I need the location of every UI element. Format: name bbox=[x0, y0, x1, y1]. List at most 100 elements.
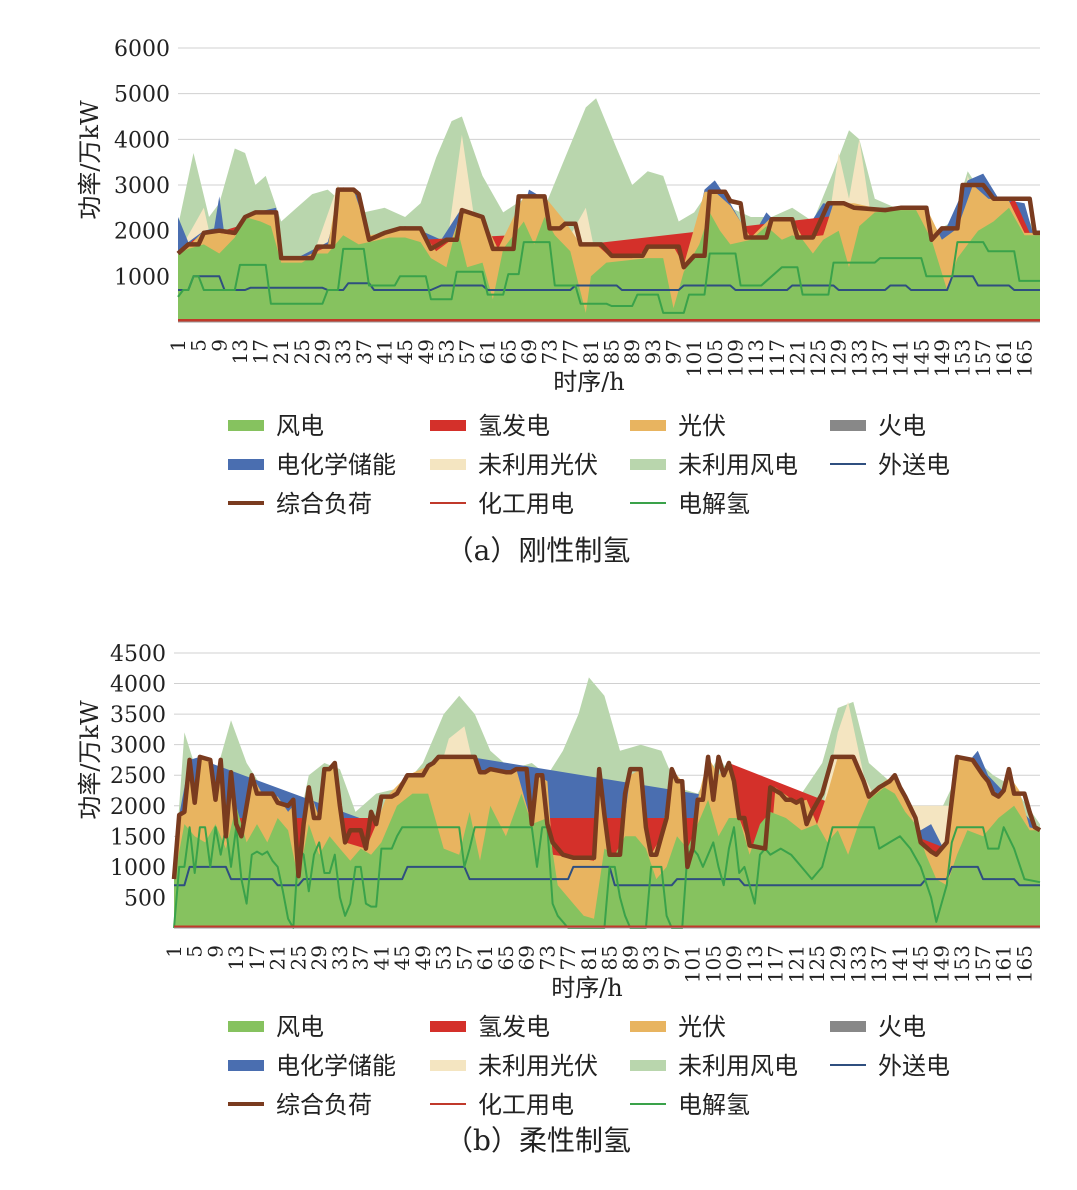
legend-item: 综合负荷 bbox=[228, 490, 372, 518]
x-tick-label: 61 bbox=[473, 945, 497, 970]
y-axis-title: 功率/万kW bbox=[76, 100, 104, 220]
legend-label: 外送电 bbox=[878, 1052, 950, 1080]
legend-item: 风电 bbox=[228, 1013, 324, 1041]
legend-swatch bbox=[228, 420, 264, 431]
legend-swatch bbox=[630, 459, 666, 470]
legend-item: 综合负荷 bbox=[228, 1091, 372, 1119]
x-tick-label: 65 bbox=[496, 339, 520, 364]
x-tick-label: 53 bbox=[432, 945, 456, 970]
legend-item: 风电 bbox=[228, 412, 324, 440]
x-axis-title: 时序/h bbox=[553, 368, 625, 396]
legend-item: 外送电 bbox=[830, 451, 950, 479]
x-tick-label: 37 bbox=[349, 945, 373, 970]
legend-item: 火电 bbox=[830, 1013, 926, 1041]
y-tick-label: 3000 bbox=[114, 174, 170, 199]
x-tick-label: 161 bbox=[992, 339, 1016, 377]
y-tick-label: 1500 bbox=[110, 825, 166, 850]
y-tick-label: 4000 bbox=[110, 673, 166, 698]
legend-label: 氢发电 bbox=[478, 1013, 550, 1041]
series-line-电解氢 bbox=[177, 241, 1040, 314]
legend-item: 未利用风电 bbox=[630, 1052, 798, 1080]
x-tick-label: 5 bbox=[187, 339, 211, 352]
y-tick-label: 3000 bbox=[110, 734, 166, 759]
series-group bbox=[171, 677, 1042, 929]
legend-swatch bbox=[228, 1021, 264, 1032]
legend-item: 化工用电 bbox=[430, 1091, 574, 1119]
x-tick-label: 25 bbox=[286, 945, 310, 970]
x-tick-label: 17 bbox=[245, 945, 269, 970]
x-tick-label: 41 bbox=[372, 339, 396, 364]
x-tick-label: 121 bbox=[785, 339, 809, 377]
y-tick-label: 1000 bbox=[114, 265, 170, 290]
x-tick-label: 37 bbox=[352, 339, 376, 364]
legend-label: 未利用风电 bbox=[678, 451, 798, 479]
series-line-综合负荷 bbox=[176, 182, 1040, 270]
x-tick-label: 121 bbox=[784, 945, 808, 983]
legend-item: 电解氢 bbox=[630, 1091, 750, 1119]
legend-item: 未利用光伏 bbox=[430, 451, 598, 479]
x-tick-label: 137 bbox=[867, 945, 891, 983]
x-tick-labels: 1591317212529333741454953576165697377818… bbox=[162, 945, 1036, 983]
legend-label: 综合负荷 bbox=[276, 490, 372, 518]
x-tick-label: 89 bbox=[618, 945, 642, 970]
legend-label: 未利用风电 bbox=[678, 1052, 798, 1080]
x-tick-label: 133 bbox=[847, 339, 871, 377]
x-tick-label: 153 bbox=[951, 339, 975, 377]
x-tick-label: 161 bbox=[992, 945, 1016, 983]
legend-label: 风电 bbox=[276, 412, 324, 440]
y-tick-label: 1000 bbox=[110, 856, 166, 881]
series-line-外送电 bbox=[174, 865, 1040, 887]
legend-swatch bbox=[630, 420, 666, 431]
y-tick-label: 6000 bbox=[114, 37, 170, 62]
x-tick-label: 85 bbox=[598, 945, 622, 970]
x-tick-label: 117 bbox=[764, 945, 788, 983]
x-tick-label: 105 bbox=[703, 339, 727, 377]
y-tick-label: 2500 bbox=[110, 764, 166, 789]
series-line-电解氢 bbox=[173, 826, 1041, 929]
legend-label: 氢发电 bbox=[478, 412, 550, 440]
chart-b: 5001000150020002500300035004000450015913… bbox=[76, 642, 1042, 1157]
x-tick-label: 165 bbox=[1013, 339, 1037, 377]
y-tick-label: 4500 bbox=[110, 642, 166, 667]
x-tick-label: 77 bbox=[558, 339, 582, 364]
legend-swatch bbox=[228, 459, 264, 470]
x-tick-label: 141 bbox=[888, 945, 912, 983]
x-tick-label: 117 bbox=[765, 339, 789, 377]
x-tick-label: 113 bbox=[744, 339, 768, 377]
figure-caption: （b）柔性制氢 bbox=[445, 1124, 631, 1157]
legend-item: 化工用电 bbox=[430, 490, 574, 518]
y-tick-label: 4000 bbox=[114, 128, 170, 153]
legend-swatch bbox=[430, 1060, 466, 1071]
legend-swatch bbox=[430, 420, 466, 431]
legend-item: 外送电 bbox=[830, 1052, 950, 1080]
x-tick-label: 93 bbox=[641, 339, 665, 364]
x-tick-label: 97 bbox=[660, 945, 684, 970]
x-tick-label: 157 bbox=[971, 945, 995, 983]
legend-label: 化工用电 bbox=[478, 1091, 574, 1119]
y-tick-label: 2000 bbox=[110, 795, 166, 820]
legend-item: 电化学储能 bbox=[228, 451, 396, 479]
x-tick-label: 149 bbox=[929, 945, 953, 983]
chart-a: 1000 2000 3000 4000 5000 6000 1591317212529333… bbox=[76, 37, 1040, 567]
legend-label: 未利用光伏 bbox=[478, 451, 598, 479]
legend-item: 光伏 bbox=[630, 412, 726, 440]
x-tick-label: 45 bbox=[390, 945, 414, 970]
legend-label: 光伏 bbox=[678, 412, 726, 440]
legend-label: 风电 bbox=[276, 1013, 324, 1041]
x-tick-label: 109 bbox=[723, 339, 747, 377]
legend-label: 光伏 bbox=[678, 1013, 726, 1041]
x-tick-label: 165 bbox=[1012, 945, 1036, 983]
x-tick-label: 89 bbox=[620, 339, 644, 364]
x-tick-label: 125 bbox=[805, 945, 829, 983]
x-tick-label: 5 bbox=[183, 945, 207, 958]
x-tick-label: 17 bbox=[249, 339, 273, 364]
legend-label: 未利用光伏 bbox=[478, 1052, 598, 1080]
legend-label: 电解氢 bbox=[678, 490, 750, 518]
series-area-风电 bbox=[174, 787, 1040, 928]
x-tick-label: 49 bbox=[414, 339, 438, 364]
x-tick-label: 1 bbox=[166, 339, 190, 352]
legend-item: 光伏 bbox=[630, 1013, 726, 1041]
legend-item: 未利用光伏 bbox=[430, 1052, 598, 1080]
